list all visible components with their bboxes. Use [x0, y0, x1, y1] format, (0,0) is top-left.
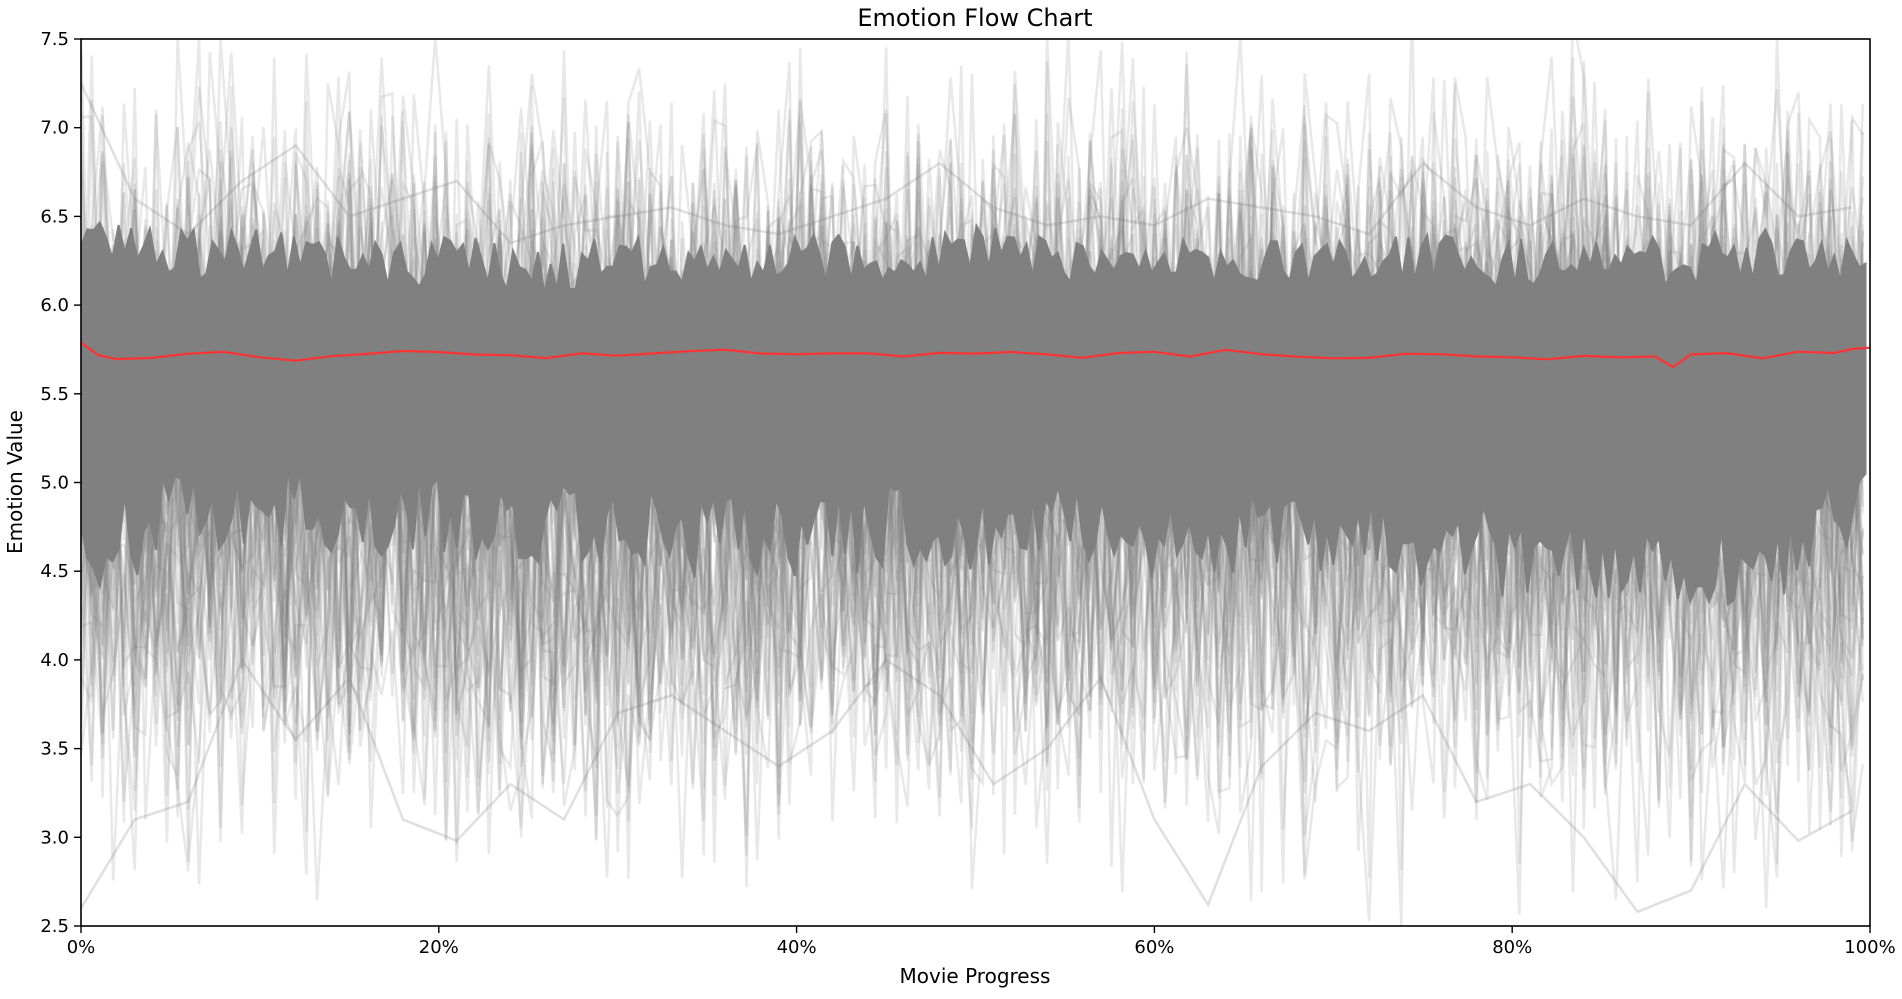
- movie-outlier-line: [81, 657, 1853, 914]
- mean-emotion-series: [81, 341, 1870, 369]
- x-tick-label: 20%: [419, 937, 459, 958]
- movie-trace-line: [81, 39, 1864, 748]
- y-tick-label: 3.5: [40, 739, 69, 760]
- y-tick-label: 6.5: [40, 206, 69, 227]
- movie-outlier-line: [81, 82, 1853, 245]
- y-tick-label: 6.0: [40, 295, 69, 316]
- y-tick-label: 5.5: [40, 384, 69, 405]
- y-tick-label: 5.0: [40, 473, 69, 494]
- y-tick-label: 2.5: [40, 916, 69, 937]
- movie-lines-dense-band: [81, 220, 1867, 607]
- axes: 0% 20% 40% 60% 80% 100% 2.5 3.0 3.5 4.0 4.5 5.0 5.5 6…: [40, 29, 1895, 958]
- x-tick-label: 40%: [777, 937, 817, 958]
- y-tick-label: 7.5: [40, 29, 69, 50]
- chart-title: Emotion Flow Chart: [857, 4, 1092, 32]
- y-tick-label: 3.0: [40, 827, 69, 848]
- x-tick-label: 0%: [67, 937, 96, 958]
- y-tick-label: 4.5: [40, 561, 69, 582]
- x-tick-label: 100%: [1844, 937, 1895, 958]
- x-axis-label: Movie Progress: [900, 964, 1051, 988]
- y-tick-label: 7.0: [40, 118, 69, 139]
- y-axis-label: Emotion Value: [3, 410, 27, 554]
- y-tick-label: 4.0: [40, 650, 69, 671]
- movie-lines-band: [81, 39, 1867, 926]
- x-tick-label: 60%: [1134, 937, 1174, 958]
- mean-line: [81, 341, 1870, 369]
- movie-trace-line: [81, 82, 1865, 841]
- x-tick-label: 80%: [1492, 937, 1532, 958]
